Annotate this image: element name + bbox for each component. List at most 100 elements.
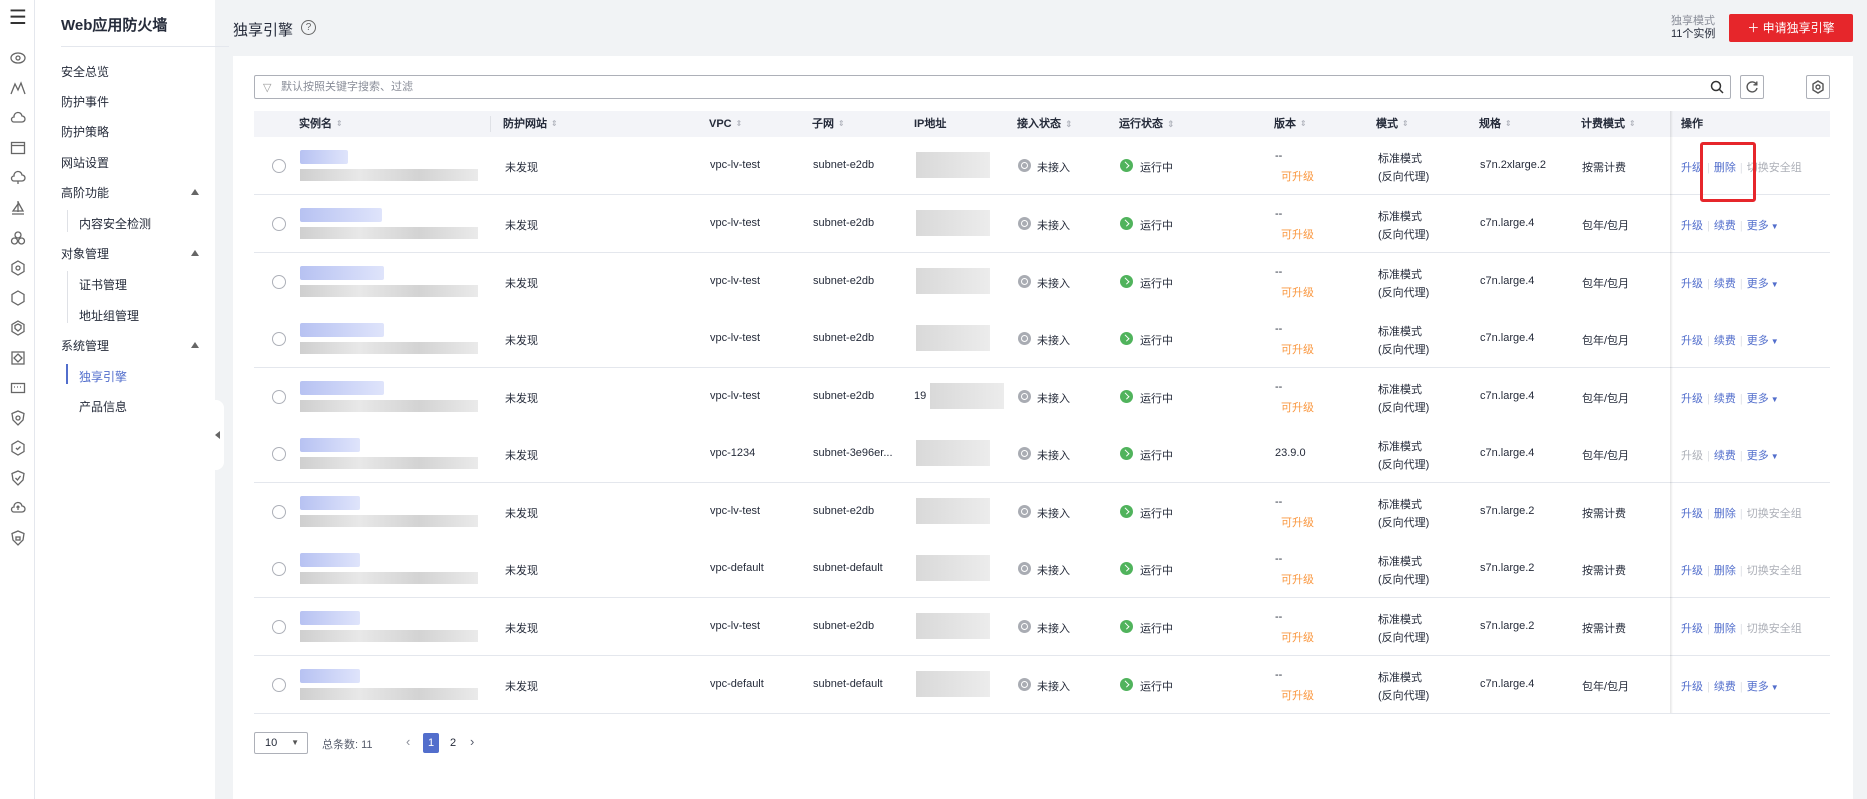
upgrade-link[interactable]: 升级 (1681, 278, 1703, 290)
mountain-icon[interactable] (8, 78, 28, 98)
search-bar[interactable]: ▽ (254, 75, 1731, 99)
instance-name-redacted[interactable] (300, 553, 360, 567)
col-header-vpc[interactable]: VPC ⇕ (709, 111, 742, 137)
instance-name-redacted[interactable] (300, 323, 384, 337)
sidebar-item-system[interactable]: 系统管理 (61, 339, 110, 353)
renew-link[interactable]: 续费 (1713, 335, 1736, 347)
shield-icon[interactable] (8, 408, 28, 428)
upgrade-link[interactable]: 升级 (1681, 335, 1703, 347)
prev-page-button[interactable]: ‹ (406, 734, 411, 749)
upgrade-link[interactable]: 升级 (1681, 681, 1703, 693)
sidebar-item-content-detection[interactable]: 内容安全检测 (79, 217, 152, 231)
col-header-mode[interactable]: 模式 ⇕ (1376, 111, 1409, 137)
upgrade-available-link[interactable]: 可升级 (1281, 287, 1314, 299)
sidebar-item-overview[interactable]: 安全总览 (61, 65, 110, 79)
filter-icon[interactable]: ⇕ (1167, 119, 1175, 129)
terminal-icon[interactable] (8, 378, 28, 398)
upgrade-available-link[interactable]: 可升级 (1281, 517, 1314, 529)
instance-name-redacted[interactable] (300, 266, 384, 280)
renew-link[interactable]: 续费 (1713, 393, 1736, 405)
hexagon-shield-icon[interactable] (8, 318, 28, 338)
row-radio[interactable] (272, 562, 286, 576)
upgrade-available-link[interactable]: 可升级 (1281, 344, 1314, 356)
more-dropdown[interactable]: 更多 ▼ (1747, 450, 1779, 462)
instance-name-redacted[interactable] (300, 611, 360, 625)
hex-gear-icon[interactable] (8, 258, 28, 278)
switch-security-group-link[interactable]: 切换安全组 (1746, 623, 1802, 635)
sidebar-item-dedicated-engine[interactable]: 独享引擎 (79, 370, 128, 384)
row-radio[interactable] (272, 159, 286, 173)
more-dropdown[interactable]: 更多 ▼ (1747, 220, 1779, 232)
upgrade-link[interactable]: 升级 (1681, 393, 1703, 405)
apply-engine-button[interactable]: ＋ 申请独享引擎 (1729, 14, 1853, 42)
upgrade-link[interactable]: 升级 (1681, 508, 1703, 520)
sort-icon[interactable]: ⇕ (1300, 119, 1307, 128)
upgrade-available-link[interactable]: 可升级 (1281, 229, 1314, 241)
refresh-button[interactable] (1740, 75, 1764, 99)
sidebar-item-events[interactable]: 防护事件 (61, 95, 110, 109)
settings-button[interactable] (1806, 75, 1830, 99)
sort-icon[interactable]: ⇕ (1402, 119, 1409, 128)
hex-shield-icon[interactable] (8, 438, 28, 458)
menu-icon[interactable]: ☰ (9, 7, 27, 29)
upgrade-available-link[interactable]: 可升级 (1281, 402, 1314, 414)
row-radio[interactable] (272, 620, 286, 634)
instance-name-redacted[interactable] (300, 669, 360, 683)
sidebar-item-website-settings[interactable]: 网站设置 (61, 156, 110, 170)
chevron-up-icon[interactable] (191, 250, 199, 256)
more-dropdown[interactable]: 更多 ▼ (1747, 335, 1779, 347)
more-dropdown[interactable]: 更多 ▼ (1747, 278, 1779, 290)
row-radio[interactable] (272, 678, 286, 692)
instance-name-redacted[interactable] (300, 208, 382, 222)
next-page-button[interactable]: › (470, 734, 475, 749)
col-header-spec[interactable]: 规格 ⇕ (1479, 111, 1512, 137)
more-dropdown[interactable]: 更多 ▼ (1747, 393, 1779, 405)
upgrade-available-link[interactable]: 可升级 (1281, 574, 1314, 586)
upgrade-link[interactable]: 升级 (1681, 162, 1703, 174)
cloud-network-icon[interactable] (8, 168, 28, 188)
upgrade-link[interactable]: 升级 (1681, 623, 1703, 635)
filter-icon[interactable]: ⇕ (1065, 119, 1073, 129)
collapse-sidebar-button[interactable] (210, 400, 224, 470)
upgrade-link[interactable]: 升级 (1681, 220, 1703, 232)
col-header-name[interactable]: 实例名 ⇕ (299, 111, 343, 137)
instance-name-redacted[interactable] (300, 381, 384, 395)
sidebar-item-certificates[interactable]: 证书管理 (79, 278, 128, 292)
cluster-icon[interactable] (8, 228, 28, 248)
row-radio[interactable] (272, 275, 286, 289)
sort-icon[interactable]: ⇕ (551, 119, 558, 128)
eye-icon[interactable] (8, 48, 28, 68)
sort-icon[interactable]: ⇕ (336, 119, 343, 128)
sidebar-item-objects[interactable]: 对象管理 (61, 247, 110, 261)
switch-security-group-link[interactable]: 切换安全组 (1746, 162, 1802, 174)
diamond-target-icon[interactable] (8, 348, 28, 368)
search-icon[interactable] (1710, 80, 1724, 94)
col-header-run[interactable]: 运行状态 ⇕ (1119, 111, 1175, 137)
hexagon-icon[interactable] (8, 288, 28, 308)
delete-link[interactable]: 删除 (1713, 623, 1736, 635)
upgrade-available-link[interactable]: 可升级 (1281, 632, 1314, 644)
delete-link[interactable]: 删除 (1713, 162, 1736, 174)
upgrade-link[interactable]: 升级 (1681, 565, 1703, 577)
sidebar-item-product-info[interactable]: 产品信息 (79, 400, 128, 414)
renew-link[interactable]: 续费 (1713, 220, 1736, 232)
page-button-1[interactable]: 1 (423, 733, 439, 753)
sort-icon[interactable]: ⇕ (735, 119, 743, 128)
col-header-access[interactable]: 接入状态 ⇕ (1017, 111, 1073, 137)
col-header-version[interactable]: 版本 ⇕ (1274, 111, 1307, 137)
sidebar-item-address-groups[interactable]: 地址组管理 (79, 309, 140, 323)
upgrade-link[interactable]: 升级 (1681, 450, 1703, 462)
upgrade-available-link[interactable]: 可升级 (1281, 690, 1314, 702)
row-radio[interactable] (272, 505, 286, 519)
switch-security-group-link[interactable]: 切换安全组 (1746, 508, 1802, 520)
browser-icon[interactable] (8, 138, 28, 158)
row-radio[interactable] (272, 332, 286, 346)
renew-link[interactable]: 续费 (1713, 278, 1736, 290)
sort-icon[interactable]: ⇕ (838, 119, 845, 128)
help-icon[interactable]: ? (301, 20, 316, 35)
row-radio[interactable] (272, 390, 286, 404)
col-header-billing[interactable]: 计费模式 ⇕ (1581, 111, 1636, 137)
col-header-subnet[interactable]: 子网 ⇕ (812, 111, 845, 137)
switch-security-group-link[interactable]: 切换安全组 (1746, 565, 1802, 577)
row-radio[interactable] (272, 217, 286, 231)
